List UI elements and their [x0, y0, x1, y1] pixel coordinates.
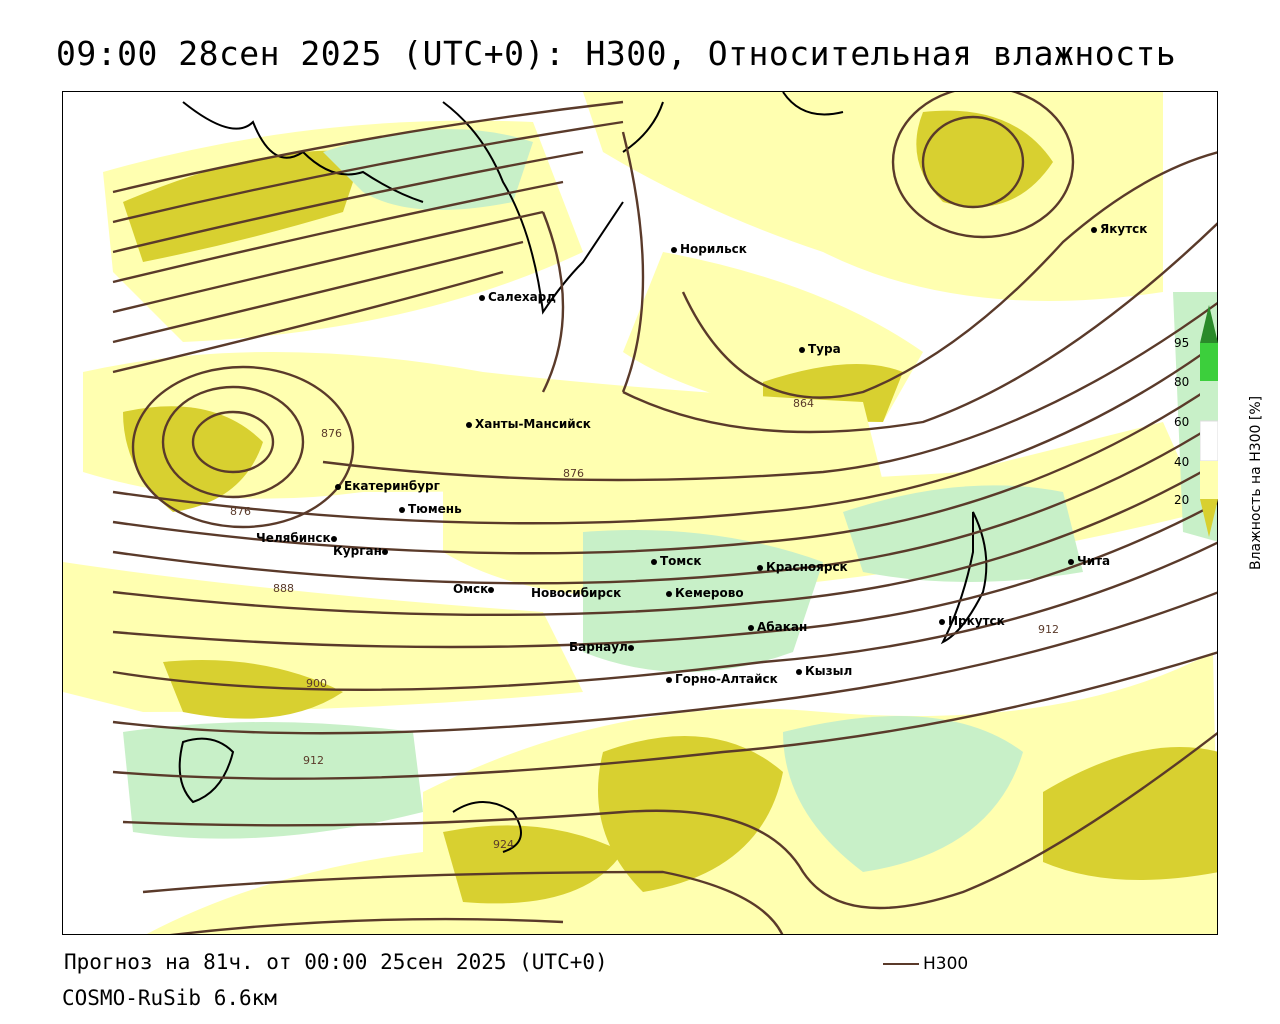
city-marker: Норильск — [671, 242, 747, 256]
colorbar-title: Влажность на Н300 [%] — [1248, 395, 1264, 570]
contour-label: 912 — [303, 754, 324, 767]
contour-label: 924 — [493, 838, 514, 851]
contour-label: 864 — [793, 397, 814, 410]
city-marker: Абакан — [748, 620, 807, 634]
city-marker: Новосибирск — [531, 586, 622, 600]
colorbar-tick: 60 — [1174, 415, 1190, 429]
contour-label: 876 — [563, 467, 584, 480]
city-marker: Екатеринбург — [335, 479, 440, 493]
colorbar-tick: 80 — [1174, 375, 1190, 389]
city-marker: Ханты-Мансийск — [466, 417, 591, 431]
city-marker: Кызыл — [796, 664, 852, 678]
model-name: COSMO-RuSib 6.6км — [62, 986, 277, 1010]
h300-contours — [112, 92, 1217, 934]
colorbar-tick: 40 — [1174, 455, 1190, 469]
contour-legend-label: H300 — [923, 954, 969, 974]
contour-label: 888 — [273, 582, 294, 595]
contour-label: 876 — [230, 505, 251, 518]
city-marker: Иркутск — [939, 614, 1005, 628]
city-marker: Горно-Алтайск — [666, 672, 778, 686]
city-marker: Чита — [1068, 554, 1110, 568]
contour-legend: H300 — [883, 954, 968, 974]
contour-label: 876 — [321, 427, 342, 440]
city-marker: Тура — [799, 342, 841, 356]
contour-legend-line — [883, 963, 919, 965]
map-title: 09:00 28сен 2025 (UTC+0): H300, Относите… — [56, 34, 1177, 73]
city-marker: Барнаул — [569, 640, 637, 654]
city-marker: Тюмень — [399, 502, 462, 516]
city-marker: Курган — [333, 544, 391, 558]
city-marker: Кемерово — [666, 586, 744, 600]
contour-label: 912 — [1038, 623, 1059, 636]
city-marker: Томск — [651, 554, 702, 568]
colorbar-tick: 95 — [1174, 336, 1190, 350]
humidity-colorbar: 95 80 60 40 20 — [1174, 305, 1218, 540]
city-marker: Красноярск — [757, 560, 848, 574]
forecast-map: 864 876 876 876 888 900 912 912 924 Якут… — [62, 91, 1218, 935]
map-graphics — [63, 92, 1217, 934]
city-marker: Челябинск — [256, 531, 340, 545]
city-marker: Якутск — [1091, 222, 1147, 236]
colorbar-tick: 20 — [1174, 493, 1190, 507]
city-marker: Салехард — [479, 290, 556, 304]
city-marker: Омск — [453, 582, 497, 596]
contour-label: 900 — [306, 677, 327, 690]
forecast-info: Прогноз на 81ч. от 00:00 25сен 2025 (UTC… — [64, 950, 608, 974]
